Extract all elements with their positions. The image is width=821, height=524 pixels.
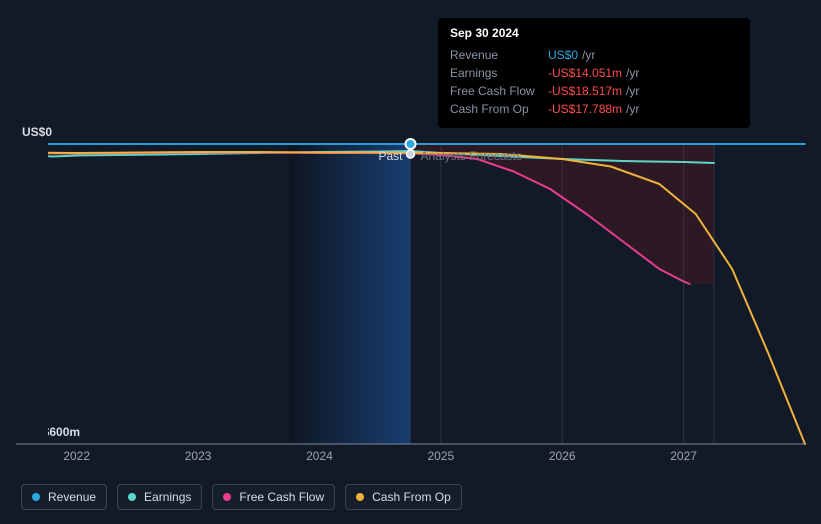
- legend-label: Revenue: [48, 490, 96, 504]
- svg-text:US$0: US$0: [22, 125, 52, 139]
- tooltip-metric-label: Revenue: [450, 46, 548, 64]
- legend-dot-icon: [128, 493, 136, 501]
- tooltip-row: Cash From Op-US$17.788m/yr: [450, 100, 738, 118]
- tooltip-metric-value: US$0/yr: [548, 46, 738, 64]
- tooltip-row: Earnings-US$14.051m/yr: [450, 64, 738, 82]
- tooltip-metric-value: -US$17.788m/yr: [548, 100, 738, 118]
- legend-item-earnings[interactable]: Earnings: [117, 484, 202, 510]
- svg-text:2023: 2023: [185, 449, 212, 463]
- legend-dot-icon: [32, 493, 40, 501]
- legend-label: Free Cash Flow: [239, 490, 324, 504]
- financial-forecast-chart: 2022 2023 2024 2025 2026 2027 Past Analysts For…: [0, 0, 821, 524]
- legend-dot-icon: [223, 493, 231, 501]
- tooltip-metric-label: Earnings: [450, 64, 548, 82]
- svg-text:2024: 2024: [306, 449, 333, 463]
- legend-item-fcf[interactable]: Free Cash Flow: [212, 484, 335, 510]
- svg-text:2027: 2027: [670, 449, 697, 463]
- tooltip-metric-label: Free Cash Flow: [450, 82, 548, 100]
- tooltip-row: RevenueUS$0/yr: [450, 46, 738, 64]
- tooltip-metric-label: Cash From Op: [450, 100, 548, 118]
- svg-text:2026: 2026: [549, 449, 576, 463]
- legend-dot-icon: [356, 493, 364, 501]
- legend-label: Earnings: [144, 490, 191, 504]
- chart-legend: Revenue Earnings Free Cash Flow Cash From O…: [21, 484, 462, 510]
- tooltip-table: RevenueUS$0/yrEarnings-US$14.051m/yrFree…: [450, 46, 738, 118]
- legend-item-cfo[interactable]: Cash From Op: [345, 484, 462, 510]
- tooltip-row: Free Cash Flow-US$18.517m/yr: [450, 82, 738, 100]
- svg-text:2022: 2022: [63, 449, 90, 463]
- legend-label: Cash From Op: [372, 490, 451, 504]
- tooltip-date: Sep 30 2024: [450, 26, 738, 40]
- svg-text:2025: 2025: [427, 449, 454, 463]
- tooltip-metric-value: -US$18.517m/yr: [548, 82, 738, 100]
- chart-tooltip: Sep 30 2024 RevenueUS$0/yrEarnings-US$14…: [438, 18, 750, 128]
- legend-item-revenue[interactable]: Revenue: [21, 484, 107, 510]
- svg-text:Past: Past: [378, 149, 403, 163]
- svg-text:Analysts Forecasts: Analysts Forecasts: [421, 149, 522, 163]
- tooltip-metric-value: -US$14.051m/yr: [548, 64, 738, 82]
